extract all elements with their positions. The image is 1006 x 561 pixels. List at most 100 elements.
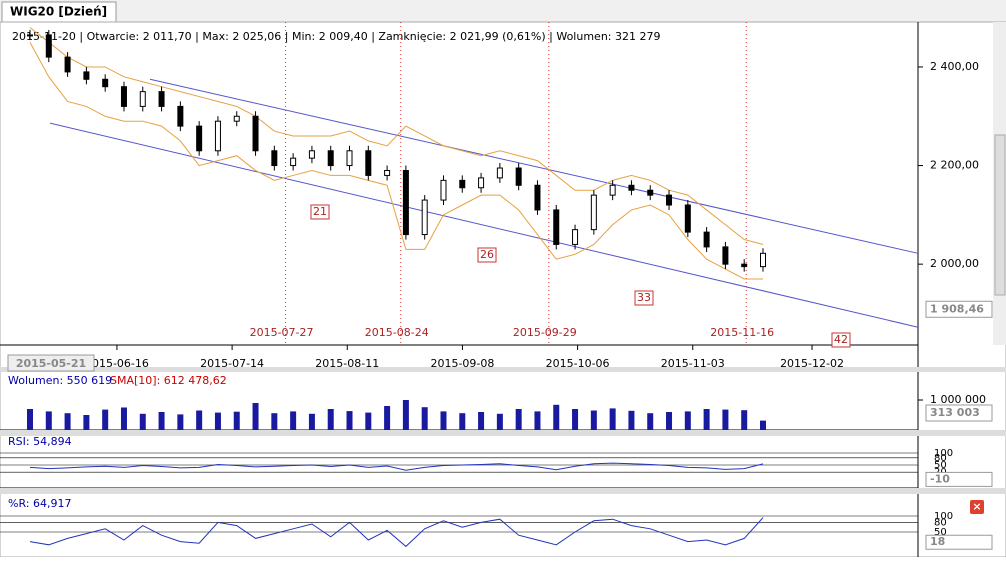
y-tick-label: 1 000 000	[930, 393, 986, 406]
candle	[741, 263, 748, 268]
volume-bar	[590, 410, 597, 430]
x-tick-label: 2015-10-06	[546, 357, 610, 370]
candle	[271, 150, 278, 167]
candle	[572, 229, 579, 245]
event-label: 26	[480, 248, 494, 261]
wr-line	[29, 517, 764, 548]
volume-bar	[741, 410, 748, 430]
volume-bar	[496, 413, 503, 430]
candle	[120, 86, 127, 107]
volume-title: Wolumen: 550 619	[8, 374, 112, 387]
pane-splitter[interactable]	[0, 430, 1006, 436]
y-tick-label: 50	[934, 460, 947, 471]
candle	[684, 204, 691, 233]
volume-bar	[327, 409, 334, 430]
volume-bar	[196, 410, 203, 430]
volume-bar	[177, 414, 184, 430]
chart-frame	[0, 21, 1006, 558]
price-box	[925, 300, 993, 318]
event-date: 2015-07-27	[250, 326, 314, 339]
candle	[666, 194, 673, 206]
candle	[45, 34, 52, 58]
volume-bar	[609, 408, 616, 430]
candle	[365, 150, 372, 176]
wr-box-label: 18	[930, 535, 945, 548]
scroll-thumb[interactable]	[994, 134, 1006, 296]
volume-bar	[346, 411, 353, 430]
volume-bar	[703, 409, 710, 430]
volume-bar	[515, 409, 522, 430]
volume-bar	[440, 411, 447, 430]
rsi-box	[925, 471, 993, 487]
x-tick-label: 2015-06-16	[85, 357, 149, 370]
volume-bar	[214, 412, 221, 430]
volume-bar	[83, 415, 90, 430]
x-tick-label: 2015-11-03	[661, 357, 725, 370]
pane-splitter[interactable]	[0, 488, 1006, 494]
volume-bar	[666, 412, 673, 430]
event-box	[634, 290, 654, 306]
candle	[290, 157, 297, 167]
y-tick-label: 100	[934, 511, 953, 522]
volume-bar	[308, 413, 315, 430]
pane-splitter[interactable]	[0, 367, 1006, 372]
close-pane-button[interactable]	[970, 500, 984, 514]
wr-title: %R: 64,917	[8, 497, 71, 510]
trend-channel	[149, 78, 919, 254]
volume-bar	[158, 412, 165, 430]
x-tick-label: 2015-08-11	[315, 357, 379, 370]
volume-bar	[102, 409, 109, 430]
candle	[83, 71, 90, 80]
y-tick-label: 80	[934, 517, 947, 528]
event-label: 42	[834, 333, 848, 346]
bollinger-band	[29, 27, 764, 245]
candle	[139, 91, 146, 107]
candle	[459, 179, 466, 189]
candle	[496, 167, 503, 179]
close-icon: ×	[972, 500, 981, 513]
event-date: 2015-09-29	[513, 326, 577, 339]
event-label: 21	[313, 205, 327, 218]
y-tick-label: 100	[934, 448, 953, 459]
trend-channel	[49, 122, 919, 328]
volume-bar	[684, 411, 691, 430]
event-date: 2015-11-16	[710, 326, 774, 339]
candle	[346, 150, 353, 167]
candle	[177, 105, 184, 127]
candle	[478, 177, 485, 189]
candle	[628, 184, 635, 191]
candle	[553, 209, 560, 245]
rsi-line	[29, 462, 764, 471]
volume-bar	[139, 413, 146, 430]
candle	[515, 167, 522, 186]
rsi-box-label: -10	[930, 472, 950, 485]
candle	[64, 56, 71, 73]
event-label: 33	[637, 291, 651, 304]
candle	[308, 150, 315, 159]
candle	[590, 194, 597, 231]
candle	[760, 252, 766, 268]
rsi-title: RSI: 54,894	[8, 435, 72, 448]
volume-bar	[760, 420, 766, 430]
volume-bar	[271, 413, 278, 430]
candle	[440, 179, 447, 201]
candle	[534, 184, 541, 211]
candle	[214, 120, 221, 152]
candle	[609, 184, 616, 196]
candle	[196, 125, 203, 152]
ohlc-info: 2015-11-20 | Otwarcie: 2 011,70 | Max: 2…	[12, 30, 660, 43]
candle	[384, 169, 391, 176]
volume-bar	[290, 411, 297, 430]
volume-bar	[27, 409, 33, 430]
event-box	[477, 247, 497, 263]
y-tick-label: 80	[934, 453, 947, 464]
y-tick-label: 50	[934, 527, 947, 538]
volume-box-label: 313 003	[930, 406, 980, 419]
candle	[233, 115, 240, 122]
volume-bar	[120, 407, 127, 430]
y-tick-label: 2 400,00	[930, 60, 979, 73]
volume-bar	[233, 411, 240, 430]
wr-box	[925, 534, 993, 550]
candle	[402, 169, 409, 236]
